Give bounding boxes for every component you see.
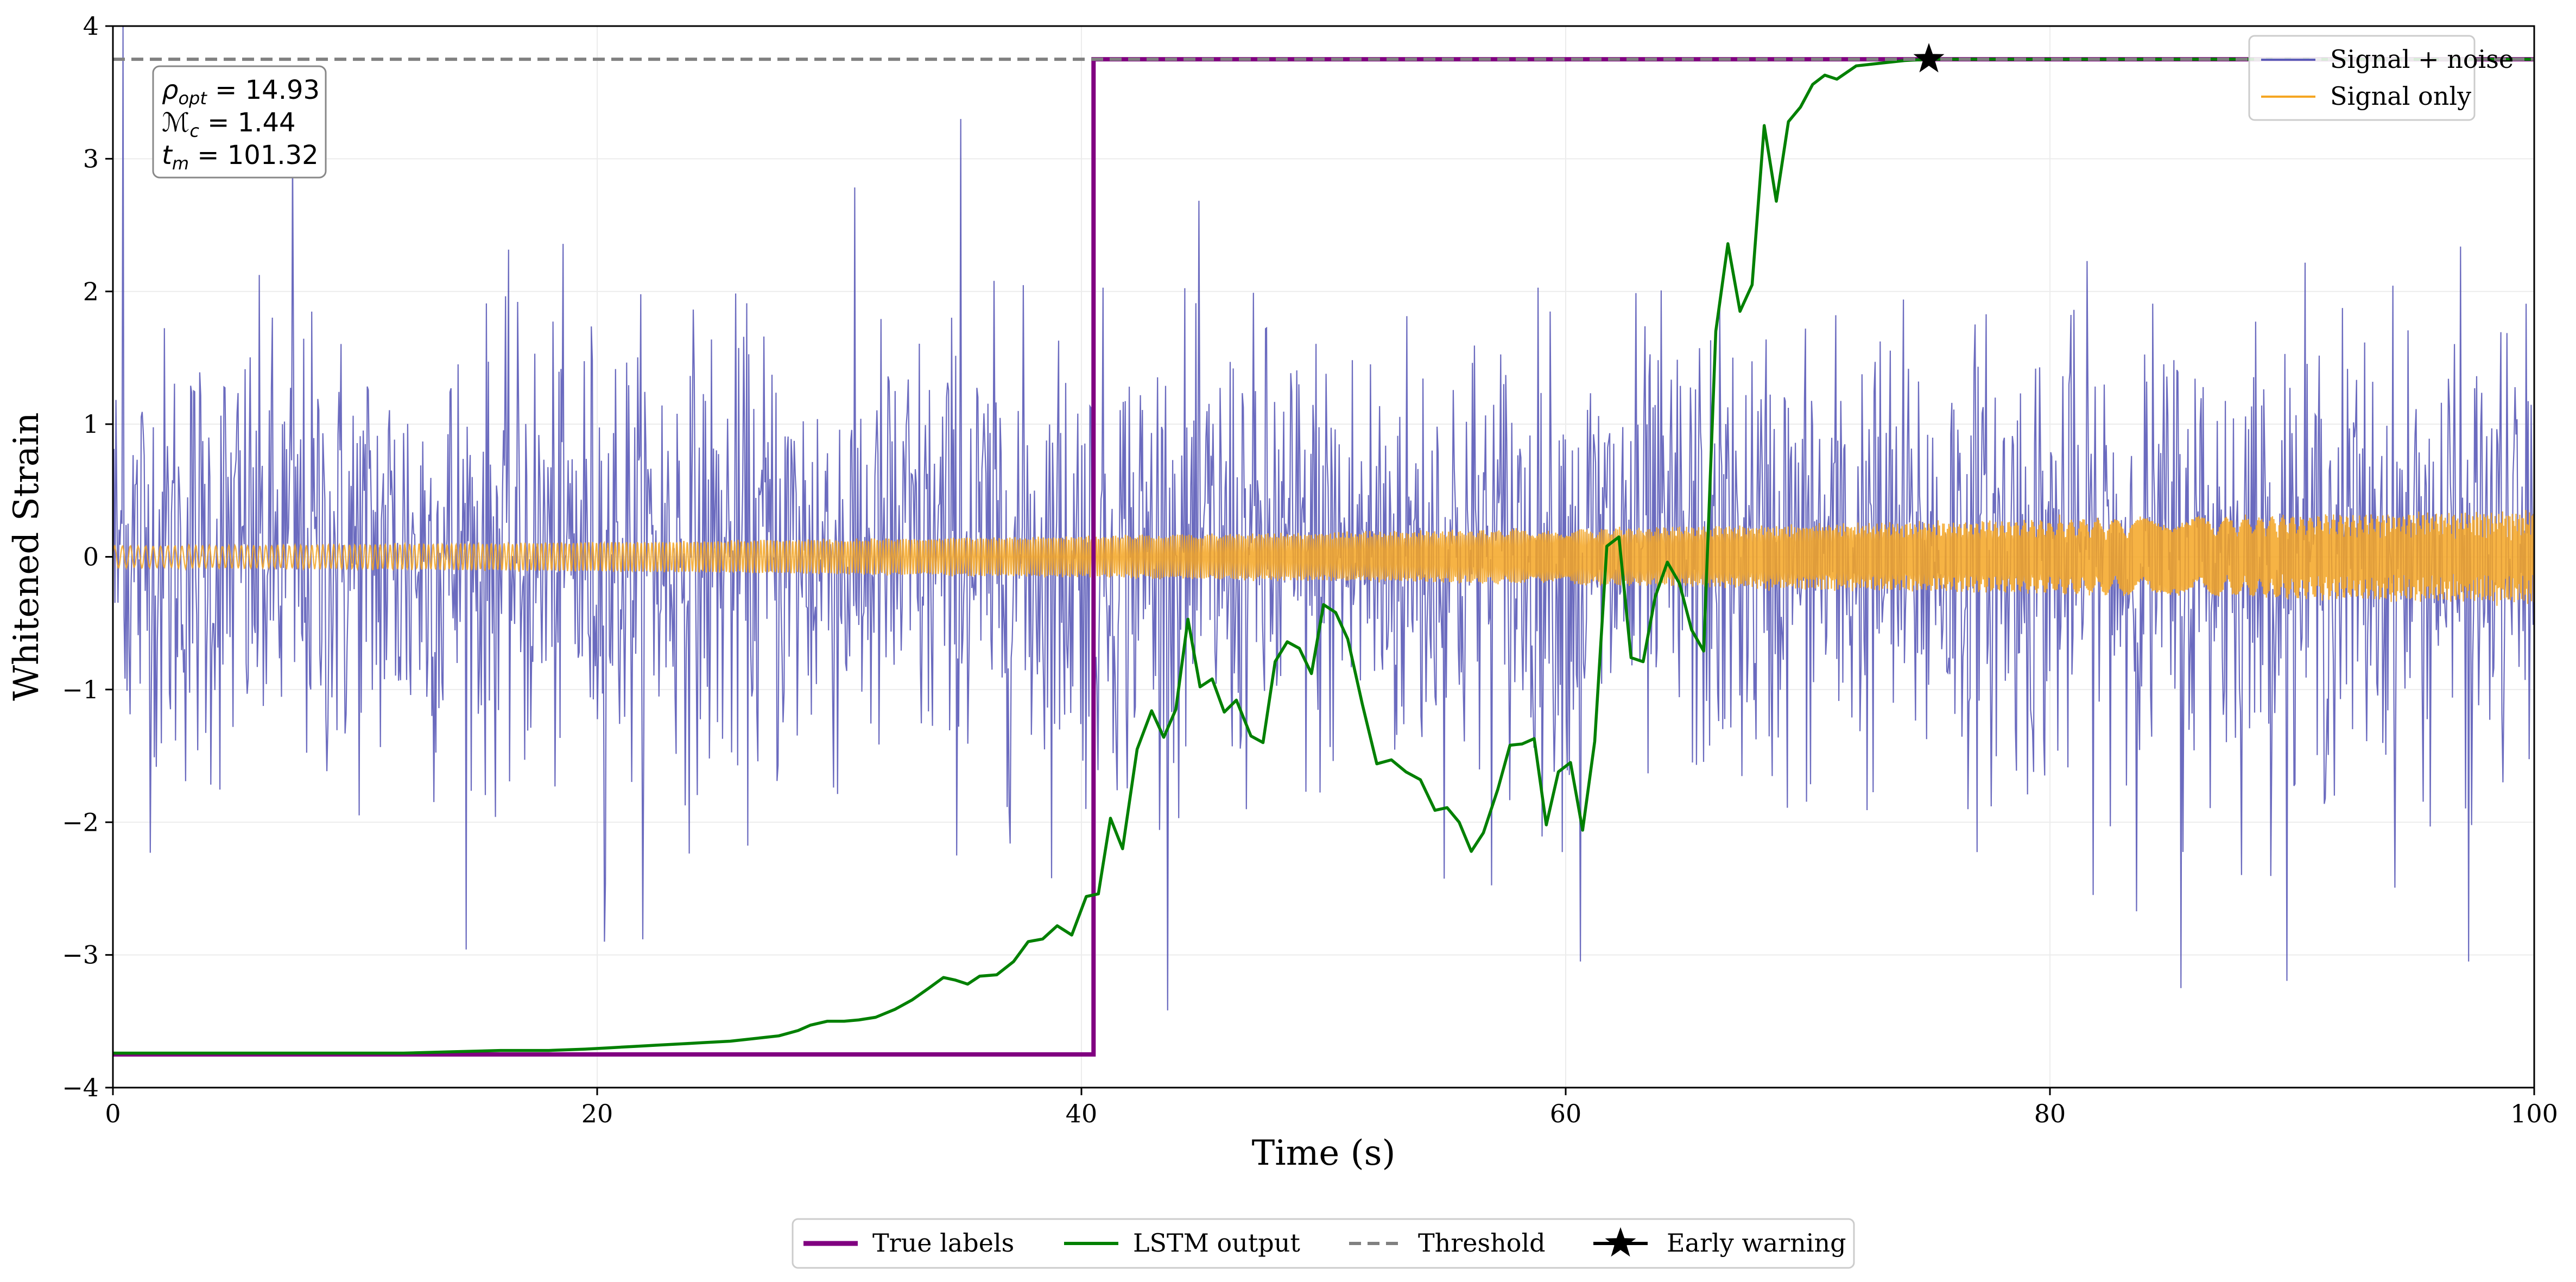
y-tick-label: −2 [62,807,99,837]
early-warning-series [1913,43,1945,73]
x-tick-label: 40 [1066,1099,1098,1128]
legend-label-true-labels: True labels [872,1228,1014,1258]
y-tick-label: −3 [62,940,99,970]
rho-opt-value: 14.93 [245,75,320,105]
x-tick-label: 80 [2034,1099,2066,1128]
y-tick-label: 1 [83,409,99,439]
y-tick-label: 0 [83,542,99,572]
x-tick-label: 60 [1550,1099,1582,1128]
legend-lower: True labels LSTM output Threshold Early … [792,1218,1855,1269]
legend-label-signal-only: Signal only [2330,81,2471,111]
y-tick-label: −1 [62,675,99,704]
x-axis-label: Time (s) [1252,1133,1396,1173]
signal-only-series [112,510,2535,606]
legend-label-threshold: Threshold [1418,1228,1546,1258]
early-warning-marker [1913,43,1945,73]
chirp-mass-annotation: ℳc = 1.44 [162,108,296,141]
chirp-mass-value: 1.44 [238,108,296,138]
y-tick-label: 2 [83,277,99,306]
lstm-output-line [113,58,2534,1055]
x-tick-label: 20 [581,1099,613,1128]
signal-noise-series [112,26,2535,1011]
legend-label-early-warning: Early warning [1667,1228,1846,1258]
y-axis-label: Whitened Strain [7,412,47,700]
lstm-output-series [113,58,2534,1055]
legend-swatch-early-warning-star [1605,1227,1636,1257]
x-tick-label: 0 [105,1099,121,1128]
legend-upper: Signal + noise Signal only [2248,35,2514,121]
axis-ticks: 0 20 40 60 80 100 −4 −3 −2 −1 0 1 2 3 4 [62,11,2558,1128]
parameter-annotation: ρopt = 14.93 ℳc = 1.44 tm = 101.32 [152,65,327,179]
x-tick-label: 100 [2510,1099,2558,1128]
signal-only-line [112,510,2535,606]
rho-opt-annotation: ρopt = 14.93 [162,75,320,109]
merger-time-annotation: tm = 101.32 [162,140,319,174]
y-tick-label: −4 [62,1073,99,1102]
legend-label-signal-noise: Signal + noise [2330,45,2514,74]
merger-time-value: 101.32 [227,140,319,170]
legend-label-lstm-output: LSTM output [1133,1228,1300,1258]
y-tick-label: 3 [83,144,99,173]
y-tick-label: 4 [83,11,99,41]
signal-noise-line [112,26,2535,1011]
